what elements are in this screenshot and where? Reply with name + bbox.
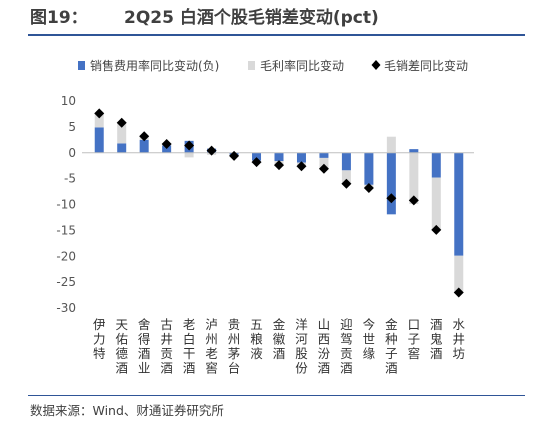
spread-marker bbox=[296, 161, 307, 172]
legend-label-2: 毛利率同比变动 bbox=[260, 58, 344, 73]
spread-marker bbox=[341, 178, 352, 189]
spread-marker bbox=[251, 157, 262, 168]
sales-expense-bar bbox=[409, 149, 419, 153]
spread-marker bbox=[139, 131, 150, 142]
legend-label-3: 毛销差同比变动 bbox=[384, 58, 468, 73]
sales-expense-bar bbox=[162, 145, 172, 153]
spread-marker bbox=[206, 145, 217, 156]
legend-label-1: 销售费用率同比变动(负) bbox=[90, 58, 219, 73]
y-tick-label: -25 bbox=[56, 275, 76, 289]
sales-expense-bars bbox=[94, 127, 464, 256]
x-category-label: 老白干酒 bbox=[183, 317, 196, 376]
sales-expense-bar bbox=[296, 152, 306, 163]
x-category-label: 伊力特 bbox=[93, 317, 106, 361]
gross-margin-bar bbox=[319, 157, 329, 169]
x-category-label: 泸州老窖 bbox=[205, 317, 218, 376]
x-axis-labels: 伊力特天佑德酒舍得酒业古井贡酒老白干酒泸州老窖贵州茅台五粮液金徽酒洋河股份山西汾… bbox=[93, 317, 466, 376]
x-category-label: 山西汾酒 bbox=[318, 317, 331, 376]
sales-expense-bar bbox=[431, 152, 441, 178]
sales-expense-bar bbox=[319, 152, 329, 158]
x-category-label: 舍得酒业 bbox=[138, 317, 151, 376]
sales-expense-bar bbox=[252, 152, 262, 161]
x-category-label: 贵州茅台 bbox=[228, 317, 241, 376]
spread-marker bbox=[161, 138, 172, 149]
bottom-rule bbox=[28, 395, 525, 396]
y-tick-label: -20 bbox=[56, 249, 76, 263]
sales-expense-bar bbox=[454, 152, 464, 256]
sales-expense-bar bbox=[386, 152, 396, 215]
sales-expense-bar bbox=[117, 143, 127, 153]
gross-margin-bar bbox=[341, 170, 351, 184]
spread-marker bbox=[229, 150, 240, 161]
legend-swatch-1 bbox=[78, 61, 85, 70]
spread-marker bbox=[408, 195, 419, 206]
y-tick-label: 5 bbox=[68, 120, 76, 134]
x-category-label: 洋河股份 bbox=[295, 317, 308, 376]
sales-expense-bar bbox=[139, 139, 149, 153]
sales-expense-bar bbox=[341, 152, 351, 171]
gross-margin-bar bbox=[117, 122, 127, 144]
figure-number: 图19： bbox=[30, 8, 88, 28]
spread-marker bbox=[116, 117, 127, 128]
figure-title: 图19： 2Q25 白酒个股毛销差变动(pct) bbox=[30, 4, 379, 32]
figure-title-text: 2Q25 白酒个股毛销差变动(pct) bbox=[124, 8, 379, 28]
x-category-label: 五粮液 bbox=[250, 317, 263, 361]
gross-margin-bar bbox=[184, 152, 194, 158]
gross-margin-bar bbox=[94, 113, 104, 128]
gross-margin-bar bbox=[454, 255, 464, 293]
spread-marker bbox=[184, 140, 195, 151]
legend: 销售费用率同比变动(负) 毛利率同比变动 毛销差同比变动 bbox=[78, 58, 468, 73]
legend-swatch-2 bbox=[248, 61, 255, 70]
spread-marker bbox=[318, 163, 329, 174]
gross-margin-bar bbox=[386, 136, 396, 153]
y-tick-label: 0 bbox=[68, 146, 76, 160]
title-rule bbox=[28, 34, 525, 36]
chart: 销售费用率同比变动(负) 毛利率同比变动 毛销差同比变动 10 5 0 -5 -10 -15 -… bbox=[56, 58, 474, 376]
x-category-label: 金种子酒 bbox=[385, 317, 398, 376]
x-category-label: 金徽酒 bbox=[273, 317, 286, 361]
x-category-label: 古井贡酒 bbox=[160, 317, 173, 376]
x-category-label: 天佑德酒 bbox=[115, 317, 128, 376]
spread-marker bbox=[363, 182, 374, 193]
x-category-label: 迎驾贡酒 bbox=[340, 317, 353, 376]
y-tick-label: -5 bbox=[64, 172, 76, 186]
gross-margin-bars bbox=[94, 113, 464, 293]
sales-expense-bar bbox=[364, 152, 374, 185]
y-tick-label: -10 bbox=[56, 198, 76, 212]
source-note: 数据来源：Wind、财通证券研究所 bbox=[30, 403, 224, 418]
y-tick-label: -15 bbox=[56, 223, 76, 237]
x-category-label: 酒鬼酒 bbox=[430, 317, 443, 361]
x-category-label: 水井坊 bbox=[453, 317, 466, 361]
sales-expense-bar bbox=[94, 127, 104, 153]
spread-marker bbox=[431, 224, 442, 235]
spread-markers bbox=[94, 108, 464, 298]
legend-marker-3 bbox=[371, 60, 381, 70]
gross-margin-bar bbox=[431, 177, 441, 230]
y-axis: 10 5 0 -5 -10 -15 -20 -25 -30 bbox=[56, 94, 76, 315]
spread-marker bbox=[274, 160, 284, 171]
spread-marker bbox=[386, 193, 397, 204]
y-tick-label: -30 bbox=[56, 301, 76, 315]
x-category-label: 今世缘 bbox=[363, 317, 376, 361]
y-tick-label: 10 bbox=[61, 94, 76, 108]
x-category-label: 口子窖 bbox=[408, 317, 421, 361]
sales-expense-bar bbox=[274, 152, 284, 162]
gross-margin-bar bbox=[409, 152, 419, 204]
spread-marker bbox=[94, 108, 105, 119]
spread-marker bbox=[453, 287, 464, 298]
